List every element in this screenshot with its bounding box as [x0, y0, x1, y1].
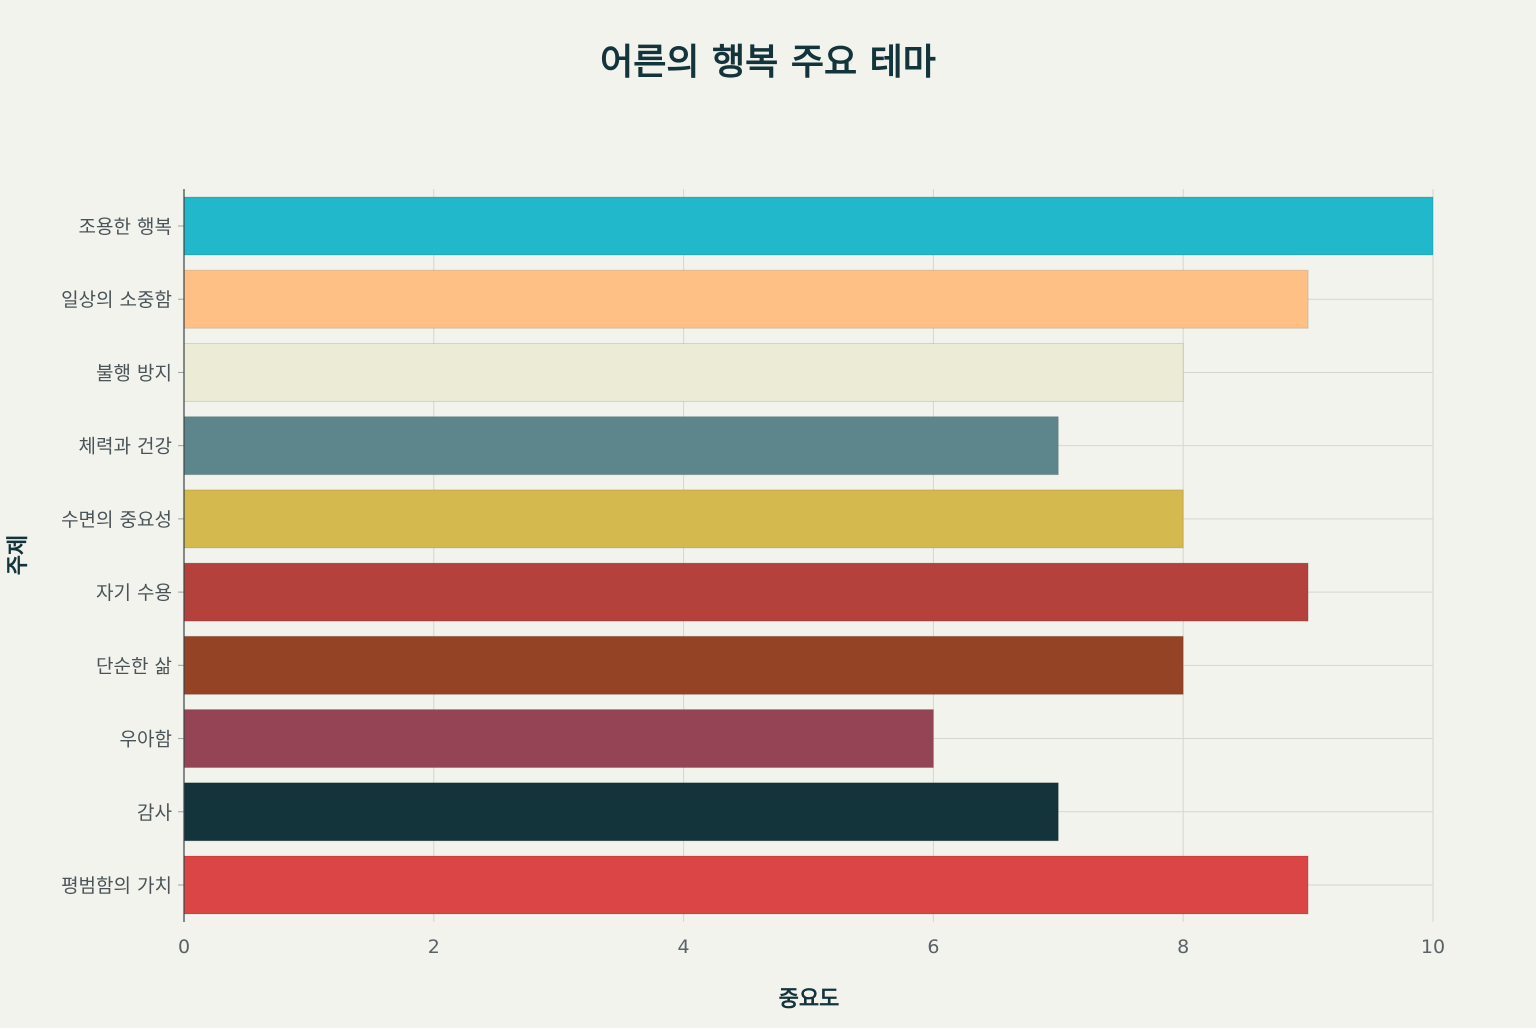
x-tick-label: 0: [178, 936, 190, 958]
y-tick-label: 단순한 삶: [96, 655, 172, 677]
x-tick-label: 6: [927, 936, 939, 958]
bar: [183, 782, 1059, 842]
bar: [183, 269, 1309, 329]
bar: [183, 489, 1184, 549]
bar: [183, 562, 1309, 622]
x-tick-label: 4: [678, 936, 690, 958]
bar: [183, 709, 934, 769]
y-tick-label: 수면의 중요성: [61, 509, 172, 531]
bar: [183, 196, 1434, 256]
axes: [178, 189, 185, 922]
bar: [183, 342, 1184, 402]
x-tick-label: 8: [1177, 936, 1189, 958]
bars: [183, 196, 1434, 915]
y-tick-label: 평범함의 가치: [61, 875, 172, 897]
bar: [183, 635, 1184, 695]
x-tick-label: 2: [428, 936, 440, 958]
chart-title: 어른의 행복 주요 테마: [600, 42, 936, 83]
bar: [183, 416, 1059, 476]
y-tick-label: 조용한 행복: [79, 216, 172, 238]
y-axis-label: 주제: [6, 535, 31, 575]
x-tick-labels: 0 2 4 6 8 10: [178, 936, 1445, 958]
x-axis-label: 중요도: [779, 987, 840, 1012]
y-tick-label: 일상의 소중함: [61, 289, 172, 311]
y-tick-label: 감사: [137, 802, 172, 824]
y-tick-label: 체력과 건강: [79, 436, 172, 458]
y-tick-label: 자기 수용: [96, 582, 172, 604]
bar: [183, 855, 1309, 915]
x-tick-label: 10: [1421, 936, 1445, 958]
y-tick-label: 불행 방지: [96, 362, 172, 384]
y-tick-label: 우아함: [120, 729, 172, 751]
